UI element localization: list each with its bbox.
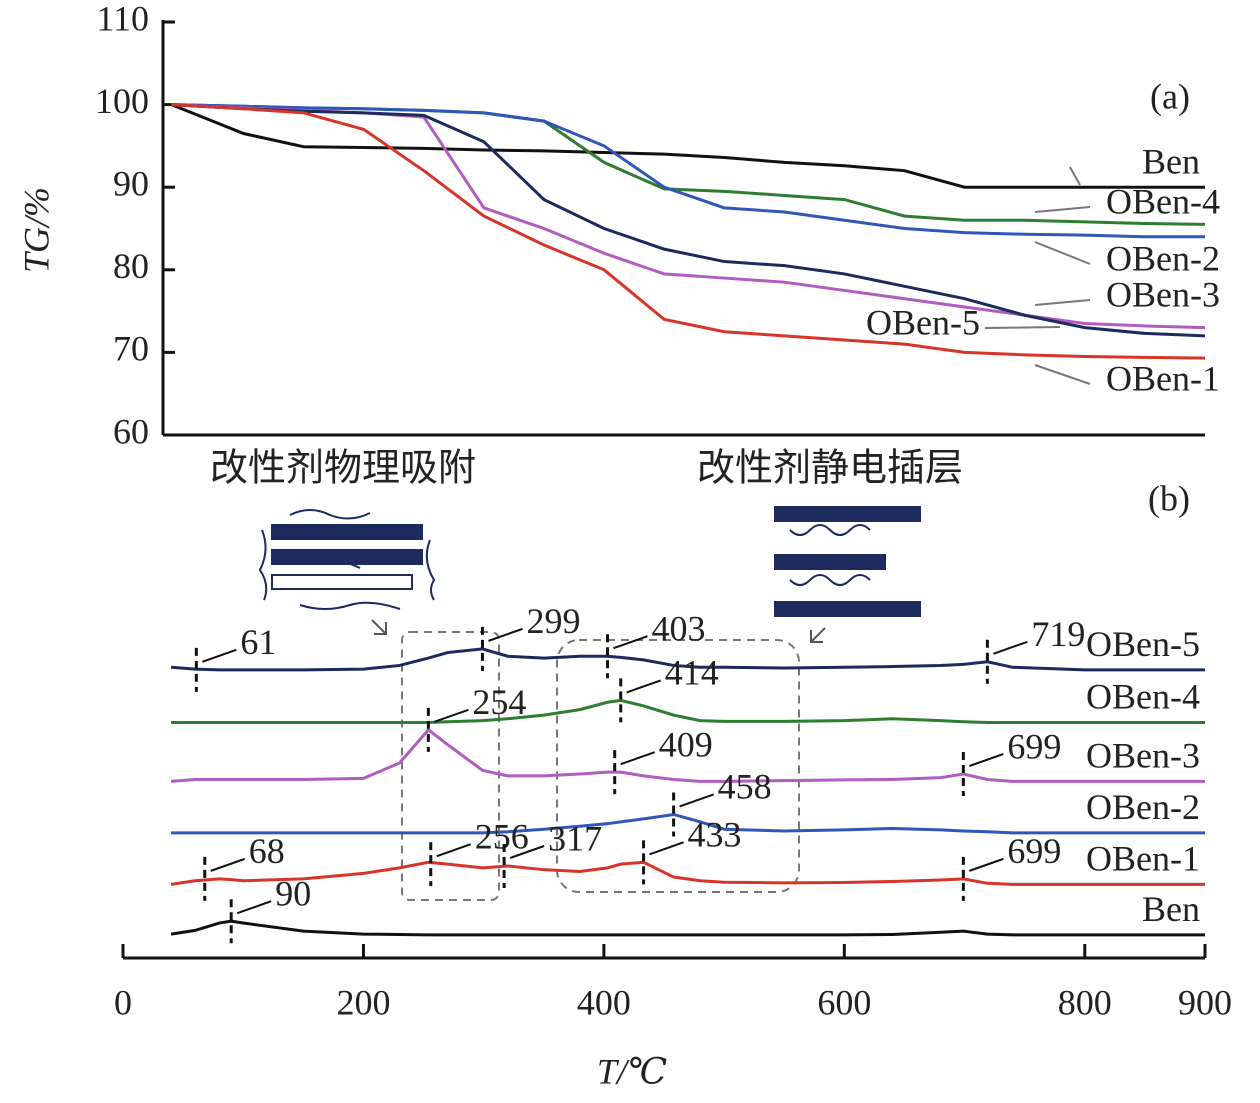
series-label: OBen-5 (1086, 624, 1200, 664)
peak-label: 299 (526, 601, 580, 641)
peak-label: 317 (548, 818, 602, 858)
series-label: OBen-2 (1086, 787, 1200, 827)
peak-label: 699 (1007, 831, 1061, 871)
label-leader (1034, 206, 1091, 213)
label-leader (1069, 166, 1081, 186)
series-line (171, 103, 1206, 330)
series-label: OBen-1 (1086, 839, 1200, 879)
peak-leader (236, 900, 272, 915)
y-tick-label: 90 (113, 163, 149, 203)
peak-leader (649, 841, 684, 856)
peak-leader (210, 857, 246, 872)
series-label: Ben (1142, 889, 1200, 929)
peak-leader (488, 627, 523, 642)
series-label: OBen-2 (1106, 238, 1220, 278)
peak-leader (620, 751, 656, 766)
series-line (170, 103, 1205, 189)
x-axis-label: T/℃ (597, 1051, 667, 1091)
series-line (171, 103, 1206, 226)
peak-leader (613, 635, 648, 650)
label-leader (1034, 364, 1091, 385)
peak-label: 458 (718, 767, 772, 807)
y-tick-label: 70 (113, 329, 149, 369)
x-tick-label: 800 (1058, 982, 1112, 1022)
series-line (171, 812, 1205, 835)
label-leader (984, 326, 1061, 329)
box-intercalation (556, 639, 800, 893)
series-line (171, 103, 1205, 239)
y-axis-label: TG/% (16, 187, 56, 273)
series-label: OBen-4 (1086, 677, 1200, 717)
panel-label: (a) (1150, 76, 1190, 116)
peak-label: 409 (659, 724, 713, 764)
series-label: Ben (1142, 141, 1200, 181)
peak-label: 90 (275, 873, 311, 913)
series-line (170, 727, 1205, 783)
x-tick-label: 400 (577, 982, 631, 1022)
peak-leader (202, 648, 237, 663)
peak-leader (969, 753, 1004, 767)
x-tick-label: 600 (817, 982, 871, 1022)
x-tick-label: 200 (336, 982, 390, 1022)
y-tick-label: 110 (96, 0, 149, 38)
series-label: OBen-4 (1106, 181, 1220, 221)
peak-label: 256 (475, 816, 529, 856)
annotation: 改性剂静电插层 (697, 446, 963, 490)
peak-label: 414 (665, 653, 719, 693)
peak-leader (434, 708, 469, 723)
series-label: OBen-1 (1106, 358, 1220, 398)
annotation: 改性剂物理吸附 (210, 446, 476, 490)
series-line (170, 860, 1205, 886)
series-line (170, 919, 1205, 937)
label-leader (1034, 241, 1091, 265)
peak-leader (679, 793, 714, 808)
panel-label: (b) (1148, 478, 1190, 518)
series-label: OBen-3 (1086, 736, 1200, 776)
y-tick-label: 80 (113, 246, 149, 286)
peak-leader (436, 843, 472, 858)
series-label: OBen-5 (866, 302, 980, 342)
peak-label: 433 (688, 815, 742, 855)
schematic-intercalation (774, 506, 921, 643)
peak-leader (969, 857, 1004, 872)
y-tick-label: 100 (95, 81, 149, 121)
x-tick-label: 0 (114, 982, 132, 1022)
series-line (171, 698, 1205, 724)
peak-leader (993, 640, 1028, 655)
peak-label: 254 (472, 682, 526, 722)
series-line (170, 647, 1205, 672)
series-label: OBen-3 (1106, 274, 1220, 314)
peak-leader (509, 845, 545, 859)
y-tick-label: 60 (113, 411, 149, 451)
peak-leader (626, 679, 662, 694)
x-tick-label: 900 (1178, 982, 1232, 1022)
series-line (171, 103, 1206, 338)
box-adsorption (401, 631, 500, 901)
peak-label: 719 (1031, 614, 1085, 654)
peak-label: 68 (249, 831, 285, 871)
peak-label: 61 (240, 622, 276, 662)
label-leader (1034, 299, 1091, 306)
peak-label: 699 (1007, 726, 1061, 766)
peak-label: 403 (651, 609, 705, 649)
schematic-adsorption (258, 509, 436, 635)
series-line (171, 103, 1206, 360)
